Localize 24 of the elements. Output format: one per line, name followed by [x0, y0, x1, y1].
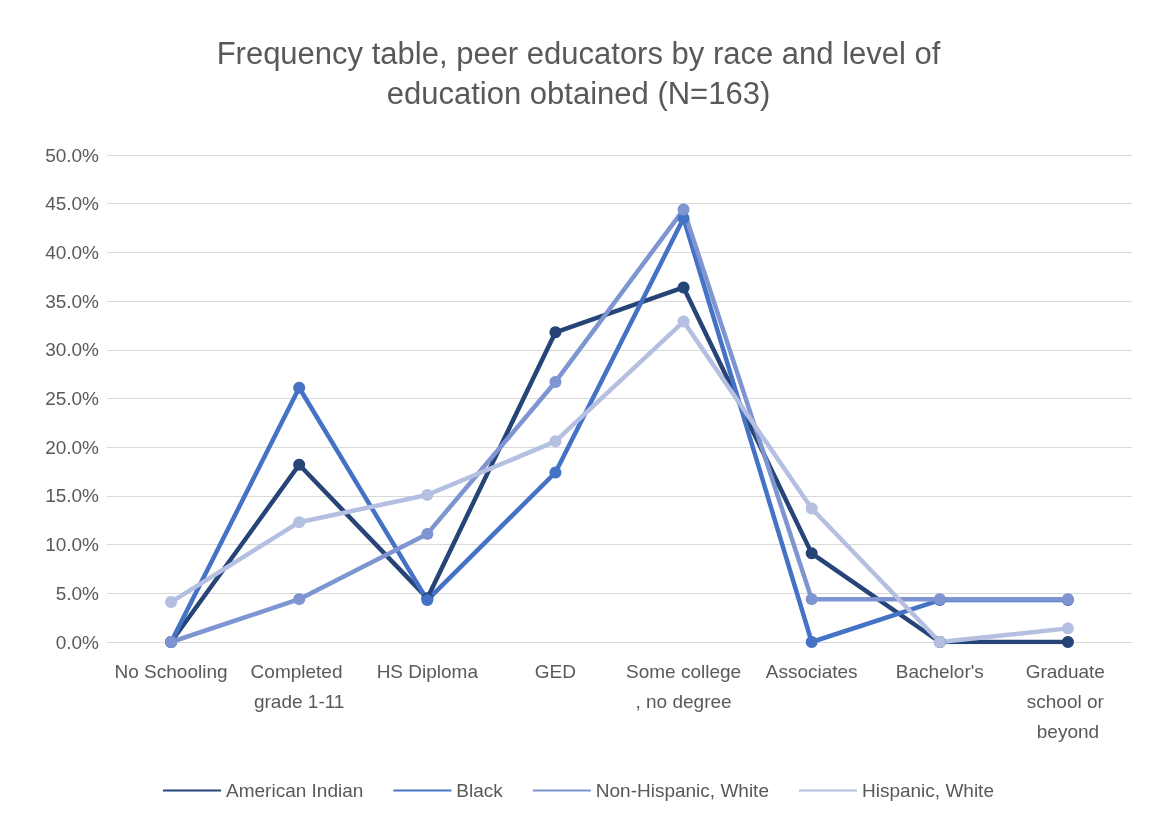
y-tick-label: 15.0% — [45, 485, 100, 507]
x-tick-label: HS Diploma — [376, 660, 479, 682]
y-tick-label: 40.0% — [45, 241, 100, 263]
y-tick-label: 5.0% — [55, 582, 100, 604]
x-tick-label: Some college, no degree — [626, 660, 742, 712]
y-tick-label: 35.0% — [45, 290, 100, 312]
y-tick-label: 10.0% — [45, 534, 100, 556]
chart-title: Frequency table, peer educators by race and level of education obtained (N=163) — [216, 35, 941, 111]
y-tick-label: 45.0% — [45, 193, 100, 215]
x-tick-label: No Schooling — [114, 660, 228, 682]
x-tick-label: Bachelor's — [895, 660, 984, 682]
y-tick-label: 25.0% — [45, 388, 100, 409]
y-tick-label: 0.0% — [55, 631, 100, 653]
y-tick-label: 20.0% — [45, 436, 100, 458]
legend-label: Hispanic, White — [861, 780, 994, 801]
legend-label: Non-Hispanic, White — [595, 780, 769, 801]
y-tick-label: 50.0% — [45, 144, 100, 166]
x-tick-label: GED — [534, 660, 577, 682]
x-tick-label: Associates — [765, 660, 858, 682]
legend-label: Black — [456, 780, 504, 801]
x-tick-label: Graduate school or beyond — [1025, 660, 1111, 742]
legend-label: American Indian — [226, 780, 364, 801]
y-tick-label: 30.0% — [45, 339, 100, 361]
x-tick-label: Completed grade 1-11 — [250, 660, 348, 712]
